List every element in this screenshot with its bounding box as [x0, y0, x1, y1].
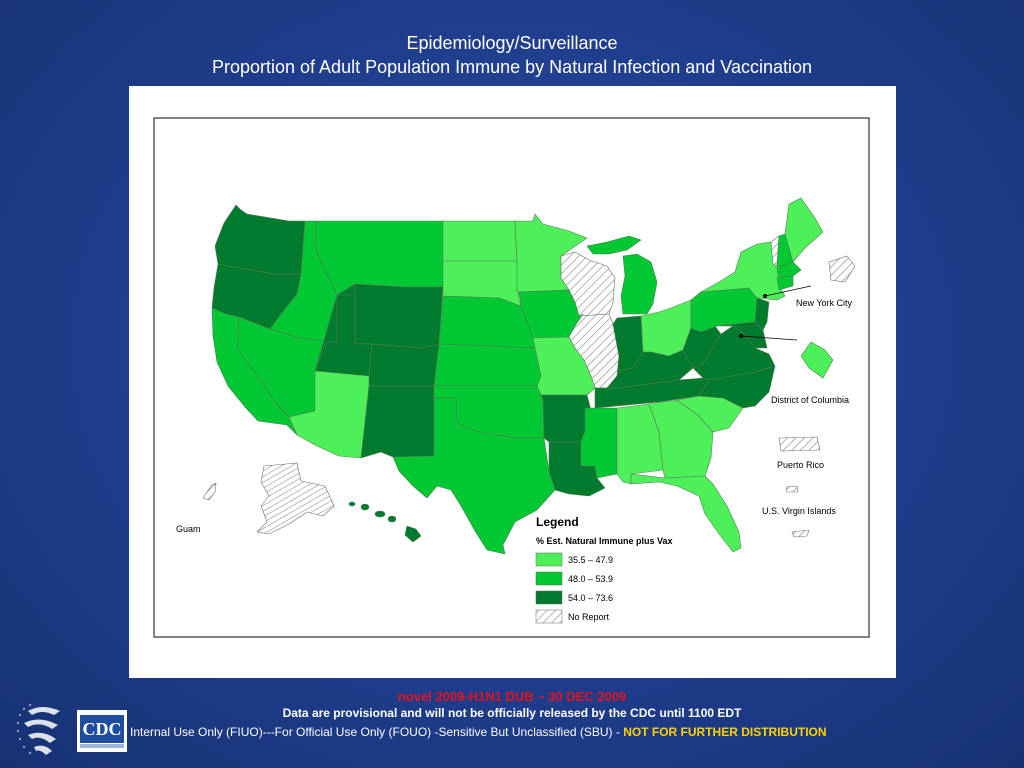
state-AK [256, 462, 335, 535]
legend-subtitle: % Est. Natural Immune plus Vax [536, 536, 673, 546]
state-WY [354, 283, 444, 349]
legend-label-medium: 48.0 – 53.9 [568, 574, 613, 584]
label-vi: U.S. Virgin Islands [762, 506, 836, 516]
footer: novel 2009-H1N1 DUB – 30 DEC 2009 Data a… [0, 688, 1024, 739]
legend-swatch-no-report [535, 609, 563, 624]
territory-PR [778, 436, 821, 452]
state-FL [630, 473, 742, 553]
state-MT [314, 220, 444, 296]
legend-swatch-dark [535, 590, 563, 605]
dc-inset [800, 341, 834, 379]
footer-status: novel 2009-H1N1 DUB – 30 DEC 2009 [397, 689, 627, 704]
state-CT [776, 275, 794, 291]
territory-GU [202, 482, 217, 501]
cdc-logo: CDC [77, 710, 127, 752]
state-MA [776, 261, 802, 279]
label-guam: Guam [176, 524, 201, 534]
footer-no-further: NOT FOR FURTHER DISTRIBUTION [623, 725, 827, 739]
state-WI [560, 251, 616, 317]
label-nyc: New York City [796, 298, 853, 308]
territory-VI-2 [791, 529, 810, 538]
nyc-inset [828, 255, 856, 283]
legend-label-dark: 54.0 – 73.6 [568, 593, 613, 603]
state-AZ [288, 370, 370, 459]
legend-label-no-report: No Report [568, 612, 610, 622]
state-ME [784, 197, 824, 263]
legend-swatch-light [535, 552, 563, 567]
label-pr: Puerto Rico [777, 460, 824, 470]
state-CO [368, 343, 440, 387]
leader-lines [740, 285, 812, 341]
label-dc: District of Columbia [771, 395, 849, 405]
state-MI [620, 253, 658, 315]
legend-label-light: 35.5 – 47.9 [568, 555, 613, 565]
state-KS [433, 343, 542, 387]
footer-usage-text: Internal Use Only (FIUO)---For Official … [130, 725, 624, 739]
state-HI [348, 501, 422, 543]
state-TX [392, 397, 556, 555]
state-NM [360, 385, 435, 459]
legend: Legend % Est. Natural Immune plus Vax 35… [535, 515, 673, 624]
state-NJ [754, 297, 770, 331]
legend-swatch-medium [535, 571, 563, 586]
state-MI-upper [586, 235, 642, 255]
state-ND [442, 220, 518, 262]
state-MN [514, 213, 588, 293]
map-panel: New York City District of Columbia Puert… [129, 86, 896, 678]
us-map: New York City District of Columbia Puert… [153, 117, 870, 638]
title-line-2: Proportion of Adult Population Immune by… [211, 57, 813, 77]
title-line-1: Epidemiology/Surveillance [406, 33, 618, 53]
legend-title: Legend [536, 515, 579, 529]
cdc-logo-subline [80, 744, 124, 748]
footer-usage-line: Internal Use Only (FIUO)---For Official … [130, 725, 1020, 739]
slide-title: Epidemiology/Surveillance Proportion of … [0, 32, 1024, 80]
cdc-logo-text: CDC [80, 715, 124, 743]
state-MS [580, 407, 618, 479]
hhs-eagle-icon [16, 703, 60, 755]
footer-provisional: Data are provisional and will not be off… [282, 706, 742, 720]
territory-VI [785, 485, 799, 493]
us-states [202, 197, 824, 555]
